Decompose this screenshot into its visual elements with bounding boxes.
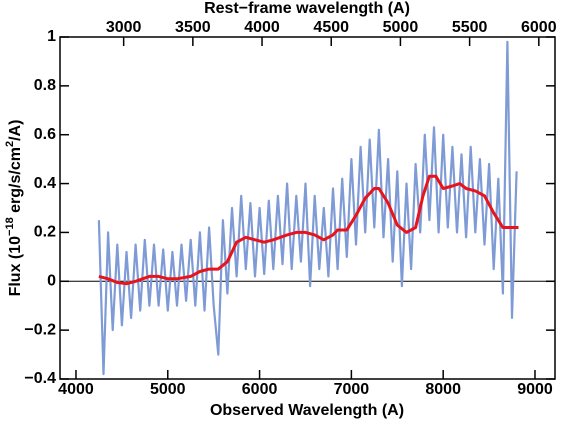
y-tick-label: −0.4	[24, 370, 56, 387]
x-axis-label: Observed Wavelength (A)	[210, 402, 404, 419]
y-label-exponent: 2	[4, 141, 16, 147]
x2-tick-label: 4000	[244, 19, 280, 36]
x-tick-label: 4000	[58, 381, 94, 398]
y-label-part: erg/s/cm	[7, 147, 24, 217]
x2-axis-label: Rest−frame wavelength (A)	[204, 0, 410, 17]
spectrum	[97, 40, 518, 376]
x2-tick-label: 6000	[521, 19, 557, 36]
y-tick-label: 0.4	[34, 175, 56, 192]
y-tick-label: 0.2	[34, 224, 56, 241]
x2-tick-label: 3500	[175, 19, 211, 36]
x-tick-label: 6000	[242, 381, 278, 398]
x-tick-label: 7000	[334, 381, 370, 398]
y-axis-label: Flux (10−18 erg/s/cm2/A)	[4, 120, 24, 297]
y-tick-label: 0	[47, 273, 56, 290]
y-label-exponent: −18	[4, 217, 16, 236]
y-tick-label: −0.2	[24, 321, 56, 338]
x-tick-label: 9000	[517, 381, 553, 398]
x2-tick-label: 3000	[106, 19, 142, 36]
x2-tick-label: 5000	[383, 19, 419, 36]
y-tick-label: 0.8	[34, 77, 56, 94]
x2-tick-label: 5500	[452, 19, 488, 36]
x-tick-label: 8000	[425, 381, 461, 398]
smoothed-spectrum	[98, 174, 519, 286]
x2-tick-label: 4500	[313, 19, 349, 36]
y-tick-label: 1	[47, 28, 56, 45]
y-label-part: Flux (10	[7, 236, 24, 297]
x-tick-label: 5000	[150, 381, 186, 398]
y-tick-label: 0.6	[34, 126, 56, 143]
plot-frame	[59, 36, 556, 380]
y-label-part: /A)	[7, 120, 24, 141]
